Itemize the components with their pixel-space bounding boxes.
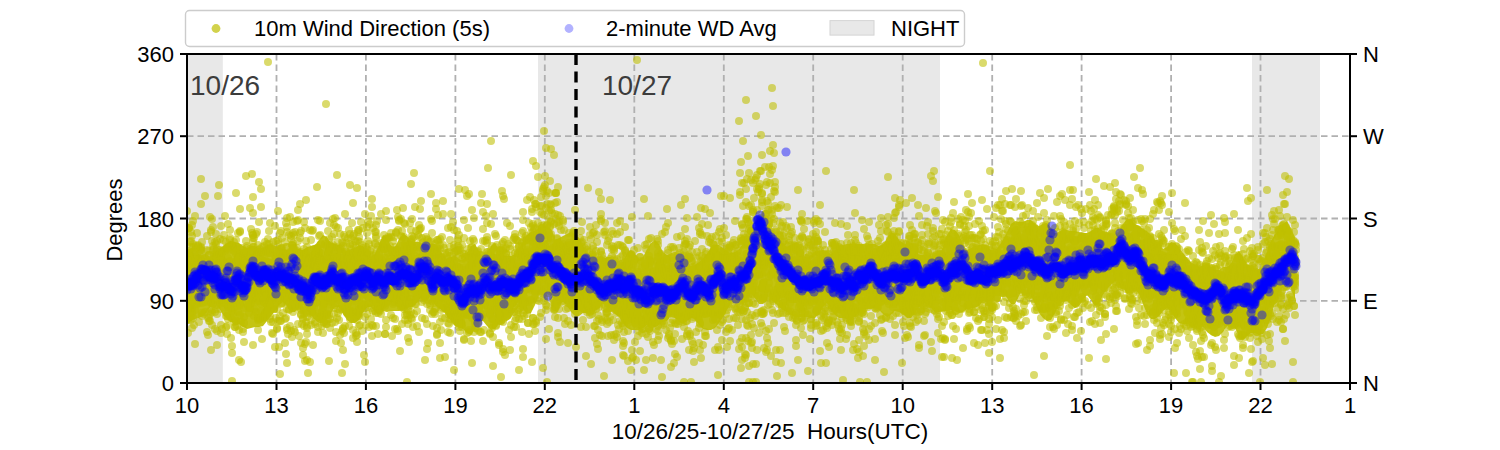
svg-text:N: N [1363,371,1379,396]
svg-text:10/26/25-10/27/25 Hours(UTC): 10/26/25-10/27/25 Hours(UTC) [612,419,928,444]
svg-text:7: 7 [807,393,819,418]
svg-text:19: 19 [1159,393,1183,418]
svg-text:W: W [1363,124,1384,149]
svg-text:E: E [1363,289,1378,314]
svg-text:N: N [1363,42,1379,67]
svg-text:16: 16 [1069,393,1093,418]
svg-text:360: 360 [137,42,174,67]
svg-text:270: 270 [137,124,174,149]
svg-text:90: 90 [150,289,174,314]
svg-text:NIGHT: NIGHT [891,16,959,41]
svg-text:22: 22 [533,393,557,418]
svg-text:2-minute WD Avg: 2-minute WD Avg [606,16,777,41]
svg-text:16: 16 [354,393,378,418]
svg-text:Degrees: Degrees [102,178,127,261]
svg-text:S: S [1363,207,1378,232]
svg-text:13: 13 [264,393,288,418]
svg-text:10: 10 [175,393,199,418]
svg-text:0: 0 [162,371,174,396]
svg-text:10/27: 10/27 [602,70,672,101]
svg-text:19: 19 [443,393,467,418]
svg-text:10m Wind Direction (5s): 10m Wind Direction (5s) [254,16,490,41]
svg-text:1: 1 [628,393,640,418]
svg-text:4: 4 [718,393,730,418]
svg-text:10: 10 [890,393,914,418]
svg-text:180: 180 [137,207,174,232]
svg-text:10/26: 10/26 [190,70,260,101]
svg-text:1: 1 [1344,393,1356,418]
svg-text:13: 13 [980,393,1004,418]
svg-text:22: 22 [1248,393,1272,418]
